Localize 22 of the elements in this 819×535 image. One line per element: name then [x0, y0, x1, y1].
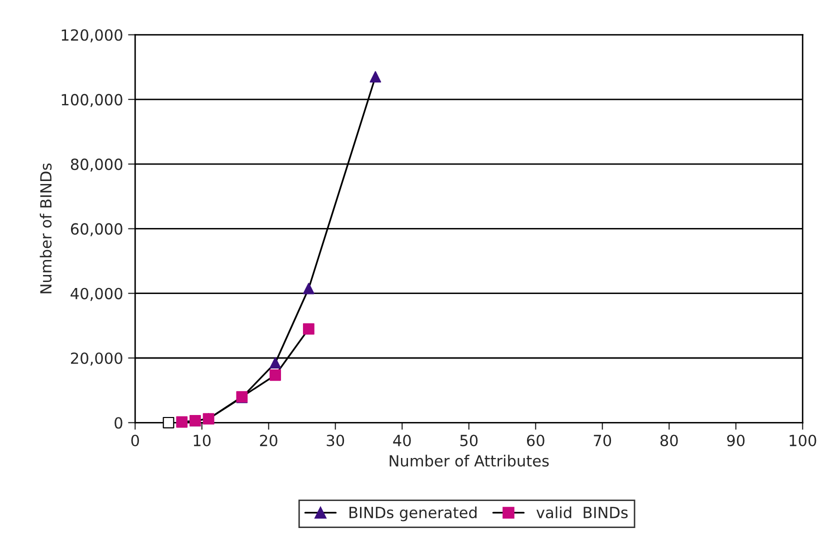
x-tick-label: 90: [727, 434, 745, 446]
x-tick-label: 70: [594, 434, 612, 446]
y-tick-label: 120,000: [62, 29, 122, 42]
legend-label: valid BINDs: [536, 506, 628, 518]
x-tick-label: 100: [790, 434, 816, 446]
x-tick-label: 40: [393, 434, 411, 446]
x-tick-label: 50: [460, 434, 478, 446]
x-tick-label: 10: [194, 434, 211, 446]
x-tick-label: 60: [526, 434, 544, 446]
y-tick-label: 20,000: [70, 352, 122, 366]
y-tick-label: 40,000: [70, 288, 122, 301]
y-tick-label: 0: [114, 417, 122, 429]
x-tick-label: 0: [131, 434, 139, 446]
y-tick-label: 80,000: [70, 158, 122, 172]
y-tick-label: 60,000: [70, 223, 122, 236]
x-axis-title: Number of Attributes: [390, 454, 549, 467]
y-tick-label: 100,000: [62, 94, 122, 107]
x-tick-label: 20: [260, 434, 278, 446]
x-tick-label: 80: [660, 434, 678, 446]
legend-label: BINDs generated: [350, 506, 477, 522]
x-tick-label: 30: [326, 434, 344, 446]
y-axis-title: Number of BINDs: [40, 163, 52, 294]
